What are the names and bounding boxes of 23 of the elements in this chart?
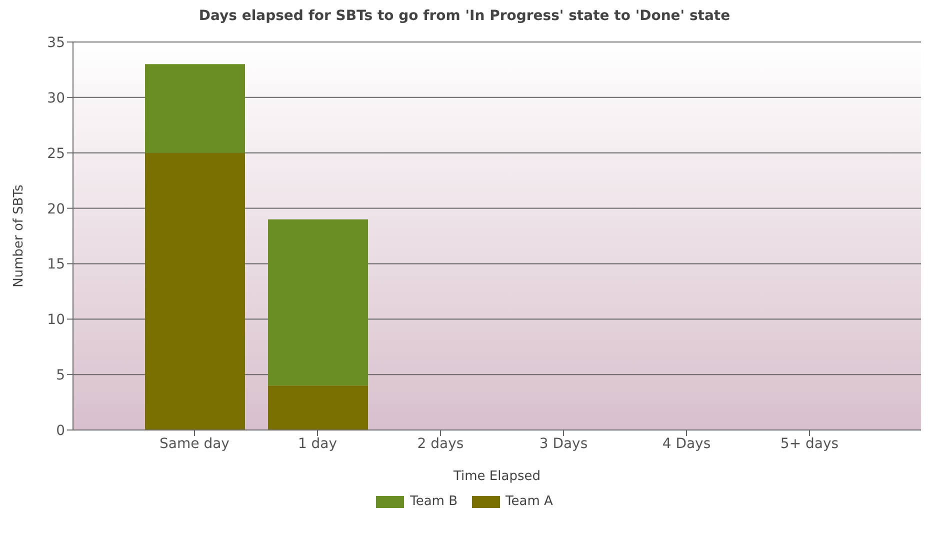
y-tick-label: 10	[47, 312, 65, 328]
y-tick-label: 20	[47, 201, 65, 218]
y-tick-label: 35	[47, 34, 65, 51]
x-tick-label: 5+ days	[780, 436, 839, 452]
y-axis-title: Number of SBTs	[12, 184, 27, 288]
y-tick-label: 25	[47, 146, 65, 162]
x-tick-label: Same day	[160, 436, 230, 452]
x-axis-title: Time Elapsed	[452, 469, 541, 484]
bar	[145, 152, 245, 430]
x-tick-label: 1 day	[298, 436, 338, 452]
y-tick-label: 5	[56, 368, 65, 384]
legend-label: Team B	[410, 494, 458, 509]
x-tick-label: 2 days	[417, 436, 464, 452]
x-tick-label: 3 Days	[539, 436, 588, 452]
chart-title: Days elapsed for SBTs to go from 'In Progress' state to 'Done' state	[198, 8, 732, 24]
x-tick-label: 4 Days	[662, 436, 711, 452]
y-tick-label: 30	[47, 90, 65, 106]
bar	[145, 64, 245, 153]
bar	[268, 386, 368, 430]
bar	[268, 219, 368, 386]
y-tick-label: 15	[47, 256, 65, 273]
legend-label: Team A	[506, 494, 553, 509]
y-tick-label: 0	[56, 422, 65, 439]
